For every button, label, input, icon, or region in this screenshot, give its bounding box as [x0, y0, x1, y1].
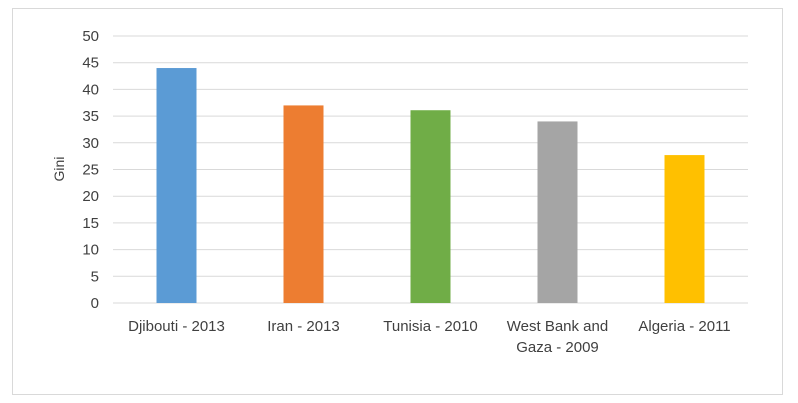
y-tick-label: 25	[82, 162, 99, 179]
x-category-label: Algeria - 2011	[638, 318, 730, 335]
y-tick-label: 20	[82, 188, 99, 205]
bar	[156, 68, 197, 303]
x-category-label: Djibouti - 2013	[128, 318, 225, 335]
x-category-label: West Bank and Gaza - 2009	[507, 318, 608, 356]
chart-frame	[12, 8, 783, 395]
bars	[156, 68, 705, 303]
x-axis-labels: Djibouti - 2013 Iran - 2013 Tunisia - 2010…	[128, 318, 731, 356]
x-category-label: Tunisia - 2010	[383, 318, 478, 335]
bar	[537, 121, 578, 303]
y-tick-label: 0	[91, 295, 99, 312]
bar	[410, 110, 451, 303]
y-tick-label: 45	[82, 55, 99, 72]
y-tick-label: 15	[82, 215, 99, 232]
y-tick-label: 30	[82, 135, 99, 152]
bar	[664, 155, 705, 303]
y-tick-label: 35	[82, 108, 99, 125]
y-tick-label: 50	[82, 28, 99, 45]
gridlines	[113, 35, 748, 304]
y-tick-label: 10	[82, 242, 99, 259]
y-tick-label: 40	[82, 81, 99, 98]
bar	[283, 105, 324, 303]
y-axis-ticks: 0 5 10 15 20 25 30 35 40 45 50	[82, 28, 99, 312]
x-category-label: Iran - 2013	[267, 318, 340, 335]
y-tick-label: 5	[91, 268, 99, 285]
y-axis-label: Gini	[51, 157, 67, 182]
